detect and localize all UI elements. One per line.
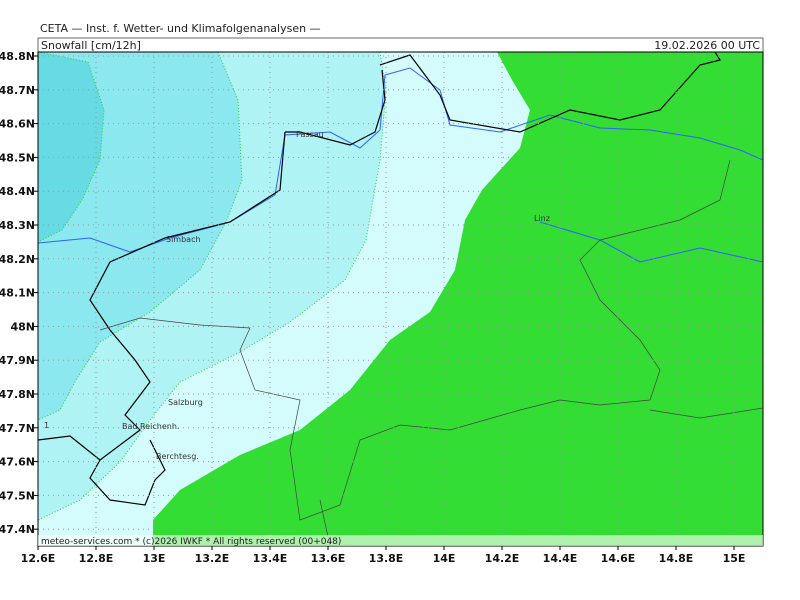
lon-tick-label: 13.2E — [195, 552, 230, 565]
map-area: Passau Simbach Linz Salzburg Bad Reichen… — [37, 51, 764, 547]
lat-tick-label: 48.5N — [0, 151, 35, 164]
lon-tick-label: 13E — [143, 552, 166, 565]
lat-tick-label: 48.1N — [0, 287, 35, 300]
lat-tick-label: 48.8N — [0, 50, 35, 63]
lon-tick-label: 13.4E — [253, 552, 288, 565]
lat-tick-label: 48.2N — [0, 253, 35, 266]
lon-tick-label: 12.8E — [79, 552, 114, 565]
map-date: 19.02.2026 00 UTC — [654, 39, 760, 52]
lon-tick-label: 14.6E — [601, 552, 636, 565]
lat-tick-label: 48.7N — [0, 84, 35, 97]
source-header: CETA — Inst. f. Wetter- und Klimafolgena… — [40, 22, 321, 35]
lon-tick-label: 13.8E — [369, 552, 404, 565]
lat-tick-label: 47.9N — [0, 354, 35, 367]
contour-label: 1 — [44, 421, 49, 430]
lat-tick-label: 48.4N — [0, 185, 35, 198]
lat-tick-label: 47.8N — [0, 388, 35, 401]
place-label: Passau — [296, 130, 324, 139]
place-label: Berchtesg. — [156, 452, 199, 461]
lon-tick-label: 14.4E — [543, 552, 578, 565]
lat-tick-label: 47.4N — [0, 523, 35, 536]
lon-tick-label: 12.6E — [21, 552, 56, 565]
zone-dark — [38, 52, 105, 243]
axis-ticks: 48.8N 48.7N 48.6N 48.5N 48.4N 48.3N 48.2N 48.1N… — [0, 50, 745, 565]
borders — [38, 52, 721, 506]
place-label: Salzburg — [168, 398, 203, 407]
place-label: Bad Reichenh. — [122, 422, 179, 431]
footer: meteo-services.com * (c)2026 IWKF * All … — [41, 537, 341, 547]
lon-tick-label: 14E — [433, 552, 456, 565]
map-title: Snowfall [cm/12h] — [41, 39, 141, 52]
lon-tick-label: 15E — [723, 552, 746, 565]
lat-tick-label: 47.5N — [0, 489, 35, 502]
lon-tick-label: 14.8E — [659, 552, 694, 565]
lat-tick-label: 48.3N — [0, 219, 35, 232]
rivers — [38, 67, 763, 263]
lon-tick-label: 14.2E — [485, 552, 520, 565]
lat-tick-label: 48.6N — [0, 118, 35, 131]
lat-tick-label: 47.7N — [0, 422, 35, 435]
grid — [38, 52, 763, 546]
place-label: Linz — [534, 214, 550, 223]
zone-green — [153, 52, 763, 546]
footer-bar — [38, 535, 763, 546]
lat-tick-label: 47.6N — [0, 456, 35, 469]
lat-tick-label: 48N — [10, 320, 35, 333]
lon-tick-label: 13.6E — [311, 552, 346, 565]
place-label: Simbach — [166, 235, 201, 244]
